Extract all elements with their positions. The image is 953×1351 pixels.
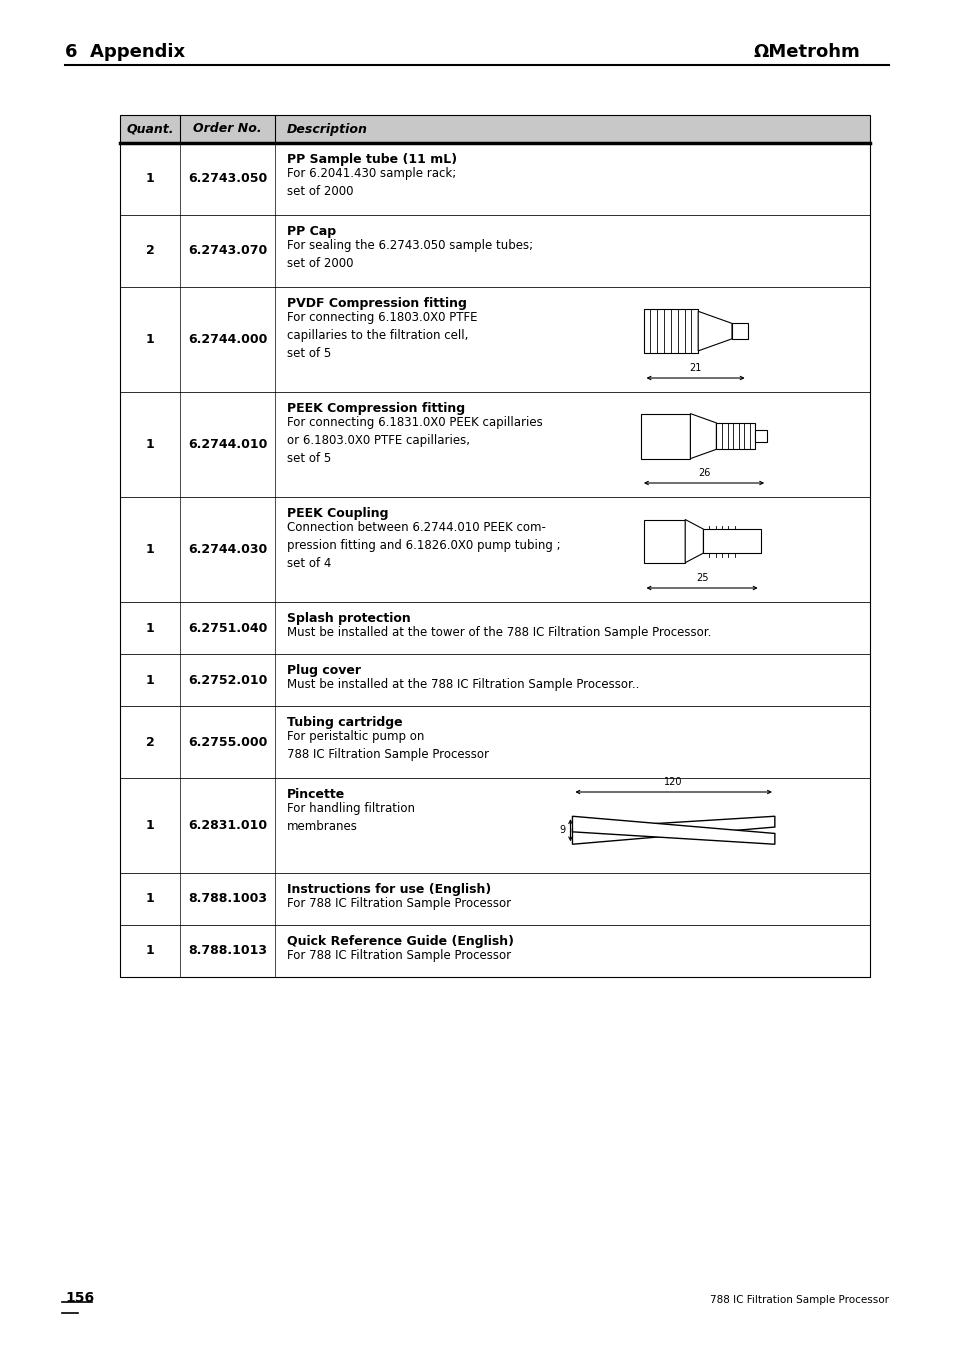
Text: 120: 120 [663, 777, 682, 788]
Bar [120, 603, 869, 654]
Text: 1: 1 [146, 893, 154, 905]
Text: PP Cap: PP Cap [287, 226, 335, 238]
Bar [120, 143, 869, 977]
Text: 1: 1 [146, 173, 154, 185]
Bar [643, 309, 698, 353]
Text: Must be installed at the tower of the 788 IC Filtration Sample Processor.: Must be installed at the tower of the 78… [287, 626, 711, 639]
Bar [640, 413, 690, 458]
Text: 6.2744.010: 6.2744.010 [188, 438, 267, 451]
Text: For 788 IC Filtration Sample Processor: For 788 IC Filtration Sample Processor [287, 948, 511, 962]
Polygon shape [698, 311, 731, 351]
Text: For sealing the 6.2743.050 sample tubes;
set of 2000: For sealing the 6.2743.050 sample tubes;… [287, 239, 533, 270]
Text: 156: 156 [65, 1292, 94, 1305]
Text: 6.2744.030: 6.2744.030 [188, 543, 267, 557]
Text: 1: 1 [146, 438, 154, 451]
Bar [731, 323, 747, 339]
Text: For 6.2041.430 sample rack;
set of 2000: For 6.2041.430 sample rack; set of 2000 [287, 168, 456, 199]
Text: 1: 1 [146, 543, 154, 557]
Text: Pincette: Pincette [287, 788, 345, 801]
Text: For connecting 6.1831.0X0 PEEK capillaries
or 6.1803.0X0 PTFE capillaries,
set o: For connecting 6.1831.0X0 PEEK capillari… [287, 416, 542, 465]
Bar [120, 286, 869, 392]
Text: Description: Description [287, 123, 368, 135]
Text: For handling filtration
membranes: For handling filtration membranes [287, 802, 415, 834]
Text: For connecting 6.1803.0X0 PTFE
capillaries to the filtration cell,
set of 5: For connecting 6.1803.0X0 PTFE capillari… [287, 311, 477, 359]
Bar [755, 430, 766, 442]
Text: 6.2831.010: 6.2831.010 [188, 819, 267, 832]
Text: PEEK Compression fitting: PEEK Compression fitting [287, 403, 465, 415]
Text: 9: 9 [558, 825, 565, 835]
Text: 1: 1 [146, 819, 154, 832]
Text: 25: 25 [695, 573, 708, 584]
Text: 1: 1 [146, 621, 154, 635]
Text: 6.2755.000: 6.2755.000 [188, 735, 267, 748]
Bar [120, 778, 869, 873]
Text: 6  Appendix: 6 Appendix [65, 43, 185, 61]
Text: 6.2744.000: 6.2744.000 [188, 332, 267, 346]
Bar [120, 143, 869, 215]
Text: Must be installed at the 788 IC Filtration Sample Processor..: Must be installed at the 788 IC Filtrati… [287, 678, 639, 690]
Text: 6.2752.010: 6.2752.010 [188, 674, 267, 686]
Text: 8.788.1003: 8.788.1003 [188, 893, 267, 905]
Bar [643, 520, 684, 563]
Polygon shape [572, 816, 774, 844]
Text: For peristaltic pump on
788 IC Filtration Sample Processor: For peristaltic pump on 788 IC Filtratio… [287, 730, 489, 761]
Bar [120, 873, 869, 925]
Text: Splash protection: Splash protection [287, 612, 411, 626]
Bar [120, 707, 869, 778]
Text: 6.2743.070: 6.2743.070 [188, 245, 267, 258]
Text: PP Sample tube (11 mL): PP Sample tube (11 mL) [287, 153, 456, 166]
Bar [120, 392, 869, 497]
Bar [702, 530, 760, 553]
Text: 6.2743.050: 6.2743.050 [188, 173, 267, 185]
Text: 788 IC Filtration Sample Processor: 788 IC Filtration Sample Processor [709, 1296, 888, 1305]
Text: 6.2751.040: 6.2751.040 [188, 621, 267, 635]
Polygon shape [690, 413, 716, 458]
Text: ΩMetrohm: ΩMetrohm [753, 43, 859, 61]
Bar [120, 115, 869, 143]
Polygon shape [684, 520, 702, 563]
Bar [120, 497, 869, 603]
Bar [120, 925, 869, 977]
Text: Tubing cartridge: Tubing cartridge [287, 716, 402, 730]
Text: 2: 2 [146, 245, 154, 258]
Text: Connection between 6.2744.010 PEEK com-
pression fitting and 6.1826.0X0 pump tub: Connection between 6.2744.010 PEEK com- … [287, 521, 560, 570]
Text: Order No.: Order No. [193, 123, 261, 135]
Text: Plug cover: Plug cover [287, 663, 360, 677]
Text: 26: 26 [698, 467, 709, 478]
Text: 1: 1 [146, 332, 154, 346]
Bar [120, 215, 869, 286]
Text: PEEK Coupling: PEEK Coupling [287, 507, 388, 520]
Text: Quant.: Quant. [126, 123, 173, 135]
Text: 8.788.1013: 8.788.1013 [188, 944, 267, 958]
Bar [716, 423, 755, 450]
Text: 1: 1 [146, 944, 154, 958]
Text: Instructions for use (English): Instructions for use (English) [287, 884, 491, 896]
Text: PVDF Compression fitting: PVDF Compression fitting [287, 297, 466, 309]
Text: 21: 21 [689, 363, 701, 373]
Text: For 788 IC Filtration Sample Processor: For 788 IC Filtration Sample Processor [287, 897, 511, 911]
Polygon shape [572, 816, 774, 844]
Bar [120, 654, 869, 707]
Text: 2: 2 [146, 735, 154, 748]
Text: 1: 1 [146, 674, 154, 686]
Text: Quick Reference Guide (English): Quick Reference Guide (English) [287, 935, 514, 948]
